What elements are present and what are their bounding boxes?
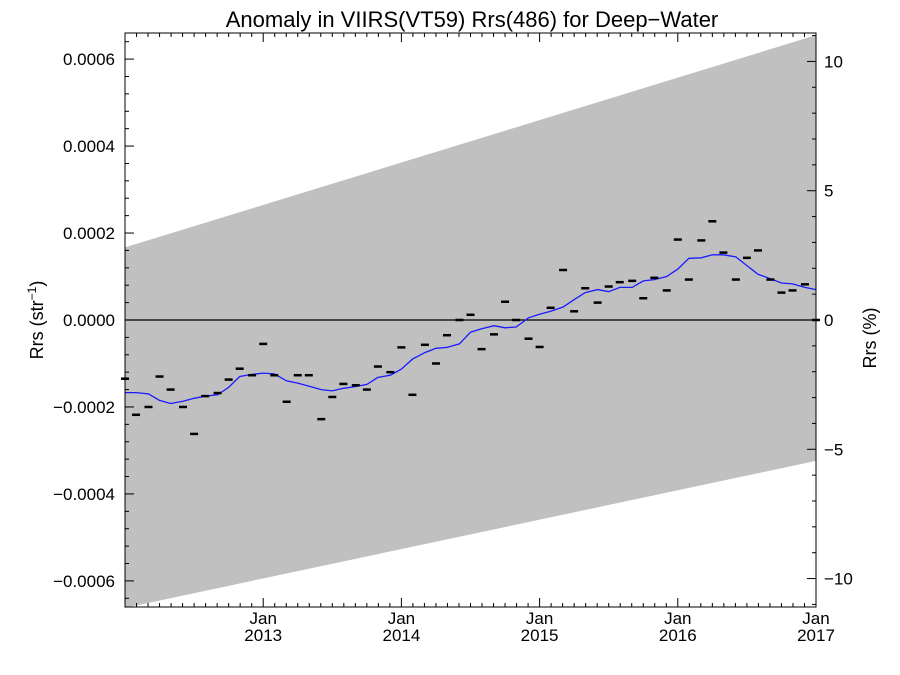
left-y-axis-label-superscript: −1 [25,286,39,300]
x-tick-label-month: Jan [802,609,829,628]
right-tick-label: 5 [824,182,833,201]
x-tick-label-month: Jan [526,609,553,628]
running-mean-line [125,254,817,405]
right-tick-label: −10 [824,570,853,589]
right-tick-label: 10 [824,52,843,71]
left-tick-label: −0.0002 [53,398,115,417]
running-mean-layer [125,254,817,405]
monthly-points-layer [121,220,820,436]
left-y-axis-label-main: Rrs (str [27,300,47,359]
x-tick-label-year: 2016 [659,626,697,645]
uncertainty-band [125,35,816,608]
left-tick-label: 0.0004 [63,137,115,156]
x-tick-label-year: 2014 [382,626,420,645]
right-tick-label: 0 [824,311,833,330]
left-y-axis-label: Rrs (str−1) [25,281,47,360]
right-y-axis-label: Rrs (%) [860,308,880,369]
left-tick-label: 0.0006 [63,50,115,69]
right-y-axis: 10 5 0 −5 −10 [807,35,853,605]
right-tick-label: −5 [824,440,843,459]
left-y-axis: 0.0006 0.0004 0.0002 0.0000 −0.0002 −0.0004 −0… [53,41,134,599]
left-y-axis-label-suffix: ) [27,281,47,287]
chart-title: Anomaly in VIIRS(VT59) Rrs(486) for Deep… [226,7,719,32]
x-tick-label-year: 2015 [521,626,559,645]
x-tick-label-year: 2017 [797,626,835,645]
x-tick-label-month: Jan [664,609,691,628]
left-tick-label: −0.0004 [53,485,115,504]
x-tick-label-month: Jan [388,609,415,628]
left-tick-label: −0.0006 [53,572,115,591]
x-tick-label-month: Jan [249,609,276,628]
left-tick-label: 0.0000 [63,311,115,330]
uncertainty-band-layer [125,35,816,608]
left-tick-label: 0.0002 [63,224,115,243]
x-tick-label-year: 2013 [244,626,282,645]
